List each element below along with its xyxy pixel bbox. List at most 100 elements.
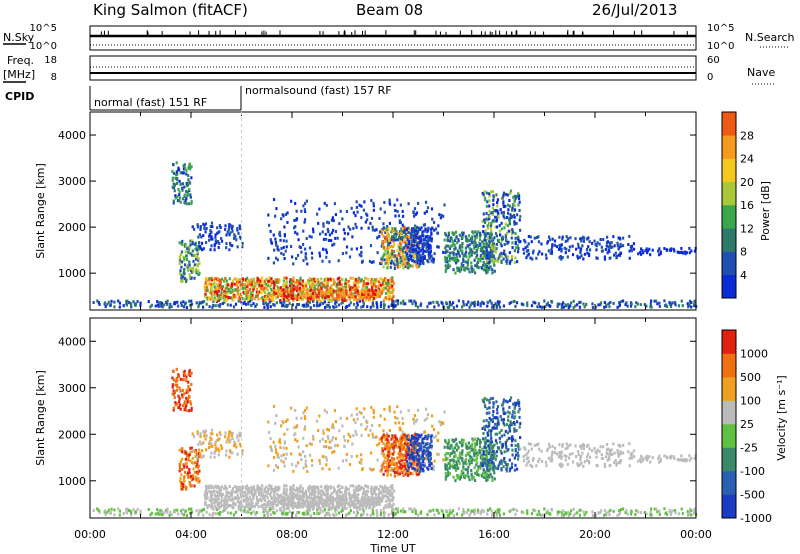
power-cell [442, 306, 446, 310]
velocity-cell [188, 394, 191, 398]
velocity-cell [341, 485, 344, 489]
power-cell [262, 298, 265, 302]
velocity-cell [389, 448, 392, 452]
power-cell [206, 283, 209, 287]
power-cell [387, 242, 390, 246]
power-cell [407, 226, 410, 230]
power-cell [488, 192, 491, 196]
power-cell [478, 231, 482, 235]
power-cell [411, 259, 414, 263]
power-cell [211, 305, 214, 309]
power-cell [325, 248, 328, 252]
velocity-cell [320, 494, 323, 498]
power-cell [417, 236, 420, 240]
velocity-cell [319, 499, 323, 503]
power-cell [503, 216, 506, 220]
power-cell [396, 249, 399, 253]
power-cell [226, 303, 229, 307]
velocity-cell [433, 435, 436, 439]
power-cell [378, 291, 381, 295]
power-cell [412, 235, 416, 239]
beam-title: Beam 08 [356, 1, 423, 19]
velocity-cell [163, 511, 166, 515]
power-cell [424, 200, 428, 204]
power-cell [492, 242, 495, 246]
power-cell [531, 257, 534, 261]
power-cell [264, 301, 268, 305]
power-cell [494, 250, 497, 254]
power-cell [517, 235, 520, 239]
velocity-cell [297, 510, 300, 514]
power-cell [172, 199, 175, 203]
velocity-cell [376, 443, 379, 447]
power-cell [355, 306, 358, 310]
power-cell [472, 244, 476, 248]
velocity-cell [221, 492, 225, 496]
power-cell [217, 240, 220, 244]
power-cell [416, 201, 420, 205]
velocity-cell [127, 508, 131, 512]
power-cell [510, 255, 514, 259]
velocity-cell [224, 431, 227, 435]
power-cell [582, 302, 585, 306]
power-cell [208, 277, 211, 281]
velocity-cell [302, 411, 305, 415]
velocity-cell [236, 493, 239, 497]
velocity-cell [233, 440, 236, 444]
power-cell [491, 260, 495, 264]
velocity-cell [413, 507, 416, 511]
velocity-cell [608, 513, 611, 517]
power-cell [219, 284, 223, 288]
velocity-cell [653, 507, 656, 511]
velocity-cell [98, 510, 101, 514]
power-cell [562, 305, 566, 309]
velocity-cell [520, 510, 524, 514]
power-cell [506, 231, 509, 235]
power-cell [464, 235, 467, 239]
power-cell [510, 236, 513, 240]
velocity-cell [636, 510, 639, 514]
velocity-cell [334, 420, 338, 424]
power-cell [332, 228, 335, 232]
velocity-cell [305, 512, 308, 516]
power-cell [212, 299, 215, 303]
velocity-cell [189, 446, 192, 450]
velocity-cell [393, 474, 397, 478]
power-cell [364, 220, 367, 224]
power-cell [425, 249, 428, 253]
power-cell [393, 238, 397, 242]
velocity-cell [336, 485, 339, 489]
velocity-cell [213, 489, 216, 493]
velocity-cell [378, 499, 381, 503]
power-cell [232, 305, 236, 309]
power-cell [204, 222, 208, 226]
power-cell [180, 260, 184, 264]
power-cell [427, 242, 430, 246]
power-cell [362, 289, 365, 293]
velocity-cell [371, 435, 375, 439]
power-cell [668, 301, 671, 305]
power-cell [391, 252, 394, 256]
power-cell [473, 246, 476, 250]
power-cell [386, 246, 389, 250]
power-cell [511, 241, 514, 245]
power-cell [354, 222, 357, 226]
velocity-cell [186, 471, 190, 475]
power-cell [427, 246, 431, 250]
velocity-cell [385, 499, 388, 503]
velocity-cell [186, 390, 190, 394]
velocity-cell [285, 452, 288, 456]
power-cell [568, 245, 572, 249]
power-cell [278, 232, 281, 236]
power-cell [410, 299, 413, 303]
velocity-cell [173, 389, 177, 393]
velocity-cell [265, 485, 268, 489]
power-cell [216, 291, 219, 295]
velocity-cell [188, 452, 191, 456]
power-cell [551, 237, 554, 241]
power-cell [399, 301, 402, 305]
power-cell [232, 236, 236, 240]
power-cell [396, 302, 399, 306]
power-cell [560, 306, 563, 310]
power-cell [526, 244, 529, 248]
